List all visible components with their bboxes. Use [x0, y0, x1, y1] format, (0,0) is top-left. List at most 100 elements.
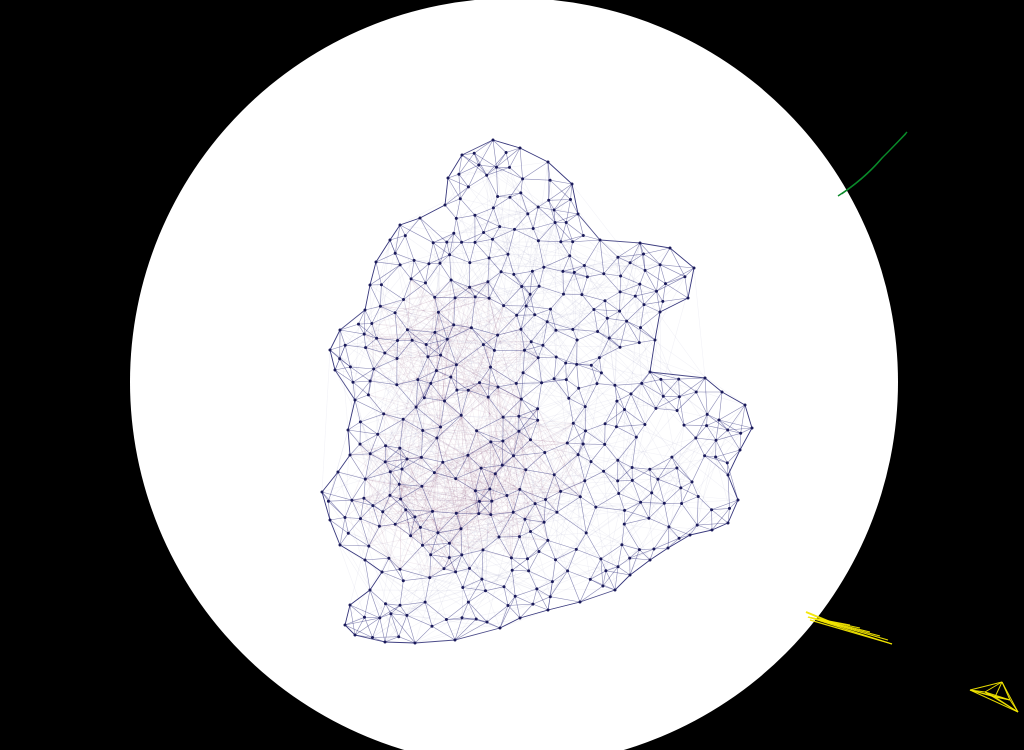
- graph-node[interactable]: [358, 442, 362, 446]
- graph-node[interactable]: [414, 405, 418, 409]
- graph-node[interactable]: [604, 569, 608, 573]
- graph-node[interactable]: [343, 623, 347, 627]
- graph-node[interactable]: [578, 600, 582, 604]
- graph-node[interactable]: [677, 377, 681, 381]
- graph-node[interactable]: [368, 452, 372, 456]
- graph-node[interactable]: [398, 446, 402, 450]
- graph-node[interactable]: [616, 255, 620, 259]
- graph-node[interactable]: [472, 151, 476, 155]
- graph-node[interactable]: [542, 265, 546, 269]
- graph-node[interactable]: [548, 178, 552, 182]
- graph-node[interactable]: [623, 508, 627, 512]
- graph-node[interactable]: [517, 414, 521, 418]
- graph-node[interactable]: [383, 351, 387, 355]
- graph-node[interactable]: [350, 498, 354, 502]
- graph-node[interactable]: [513, 227, 516, 231]
- graph-node[interactable]: [496, 385, 500, 389]
- graph-node[interactable]: [485, 173, 489, 177]
- graph-node[interactable]: [710, 508, 714, 512]
- graph-node[interactable]: [526, 557, 529, 561]
- graph-node[interactable]: [398, 223, 402, 227]
- graph-node[interactable]: [714, 438, 718, 442]
- graph-node[interactable]: [428, 576, 432, 580]
- graph-node[interactable]: [511, 510, 515, 514]
- graph-node[interactable]: [613, 588, 617, 592]
- graph-node[interactable]: [505, 494, 509, 497]
- graph-node[interactable]: [346, 531, 350, 535]
- graph-node[interactable]: [363, 615, 366, 619]
- graph-node[interactable]: [521, 371, 525, 375]
- graph-node[interactable]: [383, 640, 387, 644]
- graph-node[interactable]: [510, 568, 514, 572]
- graph-node[interactable]: [413, 515, 417, 519]
- graph-node[interactable]: [489, 440, 493, 444]
- graph-node[interactable]: [616, 479, 620, 483]
- graph-node[interactable]: [388, 238, 392, 242]
- graph-node[interactable]: [738, 448, 742, 452]
- graph-node[interactable]: [378, 304, 382, 308]
- graph-node[interactable]: [661, 394, 665, 398]
- graph-node[interactable]: [371, 636, 374, 639]
- graph-node[interactable]: [479, 466, 483, 470]
- graph-node[interactable]: [363, 558, 367, 562]
- graph-node[interactable]: [725, 461, 729, 465]
- graph-node[interactable]: [533, 502, 537, 506]
- graph-node[interactable]: [377, 524, 381, 528]
- graph-node[interactable]: [527, 569, 531, 573]
- graph-node[interactable]: [559, 489, 563, 493]
- graph-node[interactable]: [694, 390, 698, 394]
- graph-node[interactable]: [581, 442, 585, 446]
- graph-node[interactable]: [743, 403, 747, 407]
- graph-node[interactable]: [448, 253, 452, 257]
- graph-node[interactable]: [362, 332, 366, 336]
- graph-node[interactable]: [639, 326, 642, 330]
- graph-node[interactable]: [726, 428, 730, 432]
- graph-node[interactable]: [431, 509, 434, 513]
- graph-node[interactable]: [574, 547, 578, 551]
- graph-node[interactable]: [537, 284, 541, 288]
- graph-node[interactable]: [460, 553, 464, 557]
- graph-node[interactable]: [374, 260, 378, 264]
- graph-node[interactable]: [633, 294, 637, 298]
- graph-node[interactable]: [473, 240, 477, 244]
- graph-node[interactable]: [656, 477, 660, 481]
- graph-node[interactable]: [616, 565, 620, 569]
- graph-node[interactable]: [402, 298, 405, 301]
- graph-node[interactable]: [368, 588, 372, 592]
- graph-node[interactable]: [618, 290, 622, 294]
- graph-node[interactable]: [519, 397, 523, 401]
- graph-node[interactable]: [481, 548, 485, 552]
- graph-node[interactable]: [482, 231, 486, 234]
- graph-node[interactable]: [489, 513, 493, 517]
- graph-node[interactable]: [567, 396, 571, 400]
- graph-node[interactable]: [703, 376, 707, 380]
- graph-node[interactable]: [521, 177, 525, 181]
- graph-node[interactable]: [449, 278, 453, 282]
- graph-node[interactable]: [444, 618, 448, 621]
- graph-node[interactable]: [524, 468, 528, 472]
- graph-node[interactable]: [662, 501, 666, 505]
- graph-node[interactable]: [446, 176, 450, 180]
- graph-node[interactable]: [453, 638, 457, 642]
- graph-node[interactable]: [648, 370, 652, 374]
- graph-node[interactable]: [401, 417, 405, 421]
- graph-node[interactable]: [487, 296, 491, 300]
- graph-node[interactable]: [513, 594, 517, 598]
- graph-node[interactable]: [553, 221, 557, 224]
- graph-node[interactable]: [492, 348, 496, 352]
- graph-node[interactable]: [679, 486, 683, 490]
- graph-node[interactable]: [384, 444, 388, 448]
- graph-node[interactable]: [434, 369, 438, 373]
- graph-node[interactable]: [696, 495, 700, 498]
- graph-node[interactable]: [603, 442, 607, 446]
- graph-node[interactable]: [668, 246, 672, 250]
- graph-node[interactable]: [705, 412, 709, 416]
- graph-node[interactable]: [524, 304, 528, 308]
- graph-node[interactable]: [726, 473, 730, 477]
- graph-node[interactable]: [364, 346, 368, 350]
- graph-node[interactable]: [545, 320, 549, 324]
- graph-node[interactable]: [705, 424, 709, 428]
- graph-node[interactable]: [533, 313, 537, 317]
- graph-node[interactable]: [639, 500, 643, 504]
